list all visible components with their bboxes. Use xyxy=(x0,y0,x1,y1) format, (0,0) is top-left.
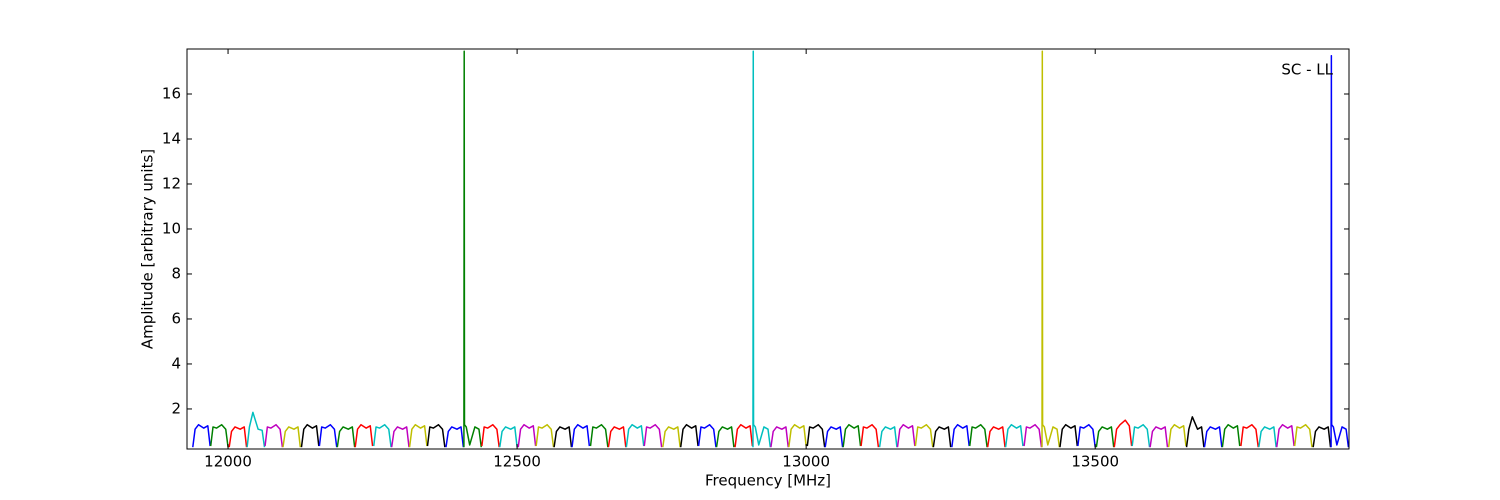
spectrum-line xyxy=(264,423,284,448)
spectrum-line xyxy=(1185,416,1205,448)
spectrum-line xyxy=(824,426,844,448)
spectrum-line xyxy=(282,426,302,448)
spectrum-line xyxy=(336,426,356,448)
spectrum-line xyxy=(499,426,518,448)
spectrum-line xyxy=(246,411,266,448)
spectrum-line xyxy=(625,423,645,448)
spectrum-line xyxy=(1149,426,1169,448)
spectrum-line xyxy=(589,423,609,448)
spectrum-line xyxy=(571,423,591,448)
spectrum-line xyxy=(463,50,483,448)
spectrum-line xyxy=(228,426,248,448)
y-tick-label: 4 xyxy=(171,354,181,372)
spectrum-line xyxy=(390,426,410,448)
spectrum-line xyxy=(1041,50,1061,448)
spectrum-line xyxy=(697,423,717,448)
x-axis-label: Frequency [MHz] xyxy=(705,472,831,490)
spectrum-line xyxy=(788,423,807,448)
spectrum-line xyxy=(1312,426,1332,448)
spectrum-line xyxy=(1258,426,1277,448)
spectrum-line xyxy=(932,426,952,448)
spectrum-line xyxy=(1330,55,1349,448)
spectrum-line xyxy=(1113,419,1133,448)
spectrum-line xyxy=(896,423,916,448)
spectrum-line xyxy=(914,423,934,448)
spectrum-line xyxy=(1077,423,1096,448)
y-tick-label: 2 xyxy=(171,399,181,417)
y-tick-label: 16 xyxy=(162,84,181,102)
axes-frame xyxy=(186,48,1350,450)
spectrum-line xyxy=(1203,426,1223,448)
spectrum-line xyxy=(408,423,428,448)
spectrum-line xyxy=(1004,423,1024,448)
spectrum-line xyxy=(1167,423,1187,448)
x-tick-label: 12500 xyxy=(493,453,541,471)
x-tick-label: 13000 xyxy=(782,453,830,471)
annotation: SC - LL xyxy=(1281,61,1333,79)
plot-area xyxy=(192,50,1349,448)
spectrum-line xyxy=(643,423,663,448)
y-axis-label: Amplitude [arbitrary units] xyxy=(139,149,157,349)
spectrum-line xyxy=(445,426,465,448)
spectrum-line xyxy=(354,423,374,448)
spectrum-line xyxy=(300,423,320,448)
spectrum-line xyxy=(1293,423,1313,448)
spectrum-line xyxy=(715,426,735,448)
y-tick-label: 14 xyxy=(162,129,181,147)
spectrum-line xyxy=(951,423,970,448)
spectrum-line xyxy=(969,423,988,448)
y-tick-label: 8 xyxy=(171,264,181,282)
spectrum-line xyxy=(607,426,627,448)
spectrum-line xyxy=(878,426,898,448)
y-tick-label: 10 xyxy=(162,219,181,237)
x-tick-label: 12000 xyxy=(204,453,252,471)
spectrum-line xyxy=(1095,426,1115,448)
spectrum-line xyxy=(770,426,789,448)
spectrum-line xyxy=(209,423,229,448)
spectrum-line xyxy=(192,423,211,448)
spectrum-line xyxy=(426,423,446,448)
spectrum-line xyxy=(1221,423,1241,448)
spectrum-line xyxy=(1023,423,1043,448)
spectrum-line xyxy=(1131,423,1151,448)
y-tick-label: 12 xyxy=(162,174,181,192)
spectrum-line xyxy=(860,423,880,448)
spectrum-line xyxy=(806,423,826,448)
spectrum-line xyxy=(372,423,392,448)
spectrum-line xyxy=(842,423,862,448)
spectrum-line xyxy=(752,50,772,448)
x-tick-label: 13500 xyxy=(1071,453,1119,471)
spectrum-line xyxy=(986,426,1006,448)
spectrum-line xyxy=(535,423,555,448)
spectrum-line xyxy=(517,423,537,448)
spectrum-line xyxy=(318,423,338,448)
spectrum-line xyxy=(734,423,754,448)
spectrum-line xyxy=(553,426,573,448)
spectrum-line xyxy=(1275,423,1295,448)
spectrum-line xyxy=(1059,423,1079,448)
spectrum-line xyxy=(481,423,500,448)
y-tick-label: 6 xyxy=(171,309,181,327)
spectrum-line xyxy=(662,426,681,448)
spectrum-line xyxy=(1240,423,1259,448)
spectrum-line xyxy=(679,423,699,448)
